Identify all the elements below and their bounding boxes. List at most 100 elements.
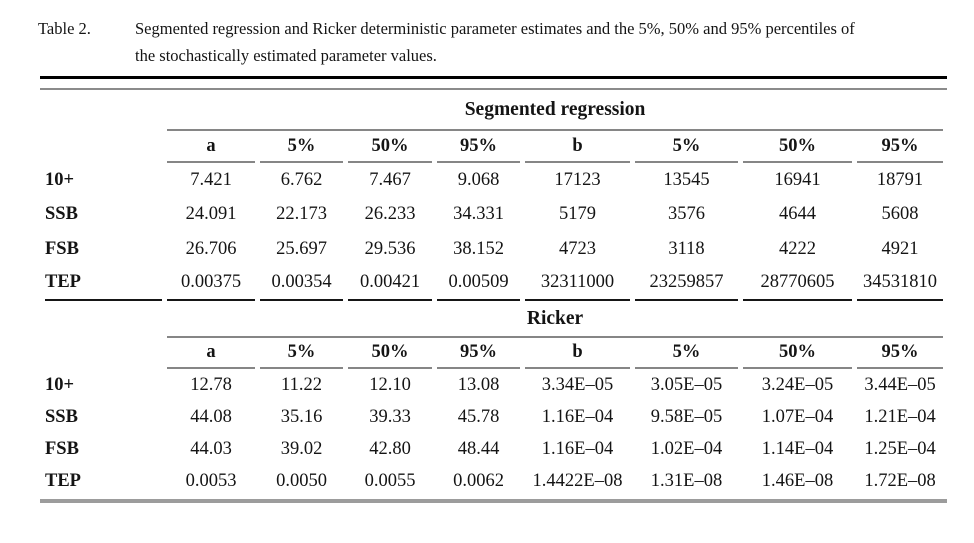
data-cell: 3.44E–05	[864, 374, 936, 395]
data-cell: 0.00354	[260, 267, 343, 301]
ricker-table: Ricker a 5% 50% 95% b 5% 50% 95% 10+ 12.…	[40, 301, 948, 497]
column-header: 95%	[437, 338, 520, 369]
table-row: FSB 44.03 39.02 42.80 48.44 1.16E–04 1.0…	[45, 433, 943, 465]
data-cell: 0.0053	[185, 470, 237, 491]
row-label: TEP	[45, 470, 81, 491]
column-header: a	[167, 338, 255, 369]
data-cell: 35.16	[280, 406, 323, 427]
data-cell: 9.068	[457, 169, 500, 190]
data-cell: 44.08	[190, 406, 232, 427]
data-cell: 3576	[668, 204, 705, 225]
table-row: SSB 44.08 35.16 39.33 45.78 1.16E–04 9.5…	[45, 401, 943, 433]
table-row: FSB 26.706 25.697 29.536 38.152 4723 311…	[45, 232, 943, 267]
empty-corner-cell	[45, 90, 162, 131]
data-cell: 1.21E–04	[864, 406, 936, 427]
section-title-ricker: Ricker	[167, 301, 944, 338]
column-header: 5%	[635, 131, 738, 163]
table-row: TEP 0.00375 0.00354 0.00421 0.00509 3231…	[45, 267, 944, 301]
data-cell: 7.421	[190, 169, 232, 190]
data-cell: 13545	[663, 169, 710, 190]
section-title-segmented-regression: Segmented regression	[167, 90, 944, 131]
data-cell: 0.0062	[453, 470, 504, 491]
data-cell: 1.25E–04	[864, 438, 936, 459]
data-cell: 4921	[881, 238, 919, 259]
column-header: 5%	[260, 338, 343, 369]
column-header: 95%	[857, 338, 944, 369]
row-label: FSB	[45, 238, 79, 259]
row-label: TEP	[45, 267, 162, 301]
data-cell: 3.05E–05	[650, 374, 723, 395]
row-label: 10+	[45, 374, 75, 395]
data-cell: 3.24E–05	[761, 374, 834, 395]
column-header: 95%	[437, 131, 520, 163]
data-cell: 1.07E–04	[761, 406, 834, 427]
data-cell: 29.536	[364, 238, 416, 259]
row-label: SSB	[45, 204, 78, 225]
row-label: 10+	[45, 169, 75, 190]
data-cell: 0.00375	[167, 267, 255, 301]
data-cell: 1.46E–08	[761, 470, 834, 491]
row-label: FSB	[45, 438, 79, 459]
data-cell: 44.03	[190, 438, 232, 459]
data-cell: 1.16E–04	[541, 438, 614, 459]
data-cell: 13.08	[457, 374, 500, 395]
data-cell: 17123	[554, 169, 601, 190]
data-cell: 3.34E–05	[541, 374, 614, 395]
data-cell: 0.00509	[437, 267, 520, 301]
column-header: b	[525, 131, 630, 163]
table-row: SSB 24.091 22.173 26.233 34.331 5179 357…	[45, 198, 943, 233]
data-cell: 12.10	[369, 374, 411, 395]
data-cell: 16941	[774, 169, 821, 190]
empty-header-cell	[45, 131, 162, 163]
data-cell: 26.706	[185, 238, 237, 259]
data-cell: 5179	[559, 204, 596, 225]
data-cell: 0.0055	[364, 470, 416, 491]
data-cell: 1.16E–04	[541, 406, 614, 427]
data-cell: 11.22	[281, 374, 322, 395]
column-header: 5%	[260, 131, 343, 163]
column-header: a	[167, 131, 255, 163]
data-cell: 23259857	[635, 267, 738, 301]
segmented-regression-table: Segmented regression a 5% 50% 95% b 5% 5…	[40, 90, 948, 301]
row-label: SSB	[45, 406, 78, 427]
data-cell: 48.44	[457, 438, 500, 459]
data-cell: 12.78	[190, 374, 232, 395]
data-cell: 39.33	[369, 406, 411, 427]
data-cell: 26.233	[364, 204, 416, 225]
table-row: TEP 0.0053 0.0050 0.0055 0.0062 1.4422E–…	[45, 465, 943, 497]
data-cell: 1.31E–08	[650, 470, 723, 491]
data-cell: 25.697	[276, 238, 327, 259]
caption-line-2: the stochastically estimated parameter v…	[135, 46, 437, 65]
column-header: 5%	[635, 338, 738, 369]
bottom-gray-rule	[40, 499, 947, 503]
column-header: 50%	[743, 338, 852, 369]
caption-line-1: Segmented regression and Ricker determin…	[135, 19, 855, 38]
data-cell: 42.80	[369, 438, 411, 459]
data-cell: 4723	[559, 238, 596, 259]
data-cell: 1.72E–08	[864, 470, 936, 491]
column-header: 95%	[857, 131, 944, 163]
data-cell: 45.78	[457, 406, 500, 427]
column-header: b	[525, 338, 630, 369]
table-caption-label: Table 2.	[38, 19, 91, 38]
data-cell: 34531810	[857, 267, 944, 301]
data-cell: 32311000	[525, 267, 630, 301]
column-header: 50%	[743, 131, 852, 163]
top-gray-rule	[40, 88, 947, 90]
data-cell: 28770605	[743, 267, 852, 301]
table-row: 10+ 12.78 11.22 12.10 13.08 3.34E–05 3.0…	[45, 369, 943, 401]
data-cell: 38.152	[453, 238, 504, 259]
empty-header-cell	[45, 338, 162, 369]
data-cell: 4222	[779, 238, 816, 259]
data-cell: 1.02E–04	[650, 438, 723, 459]
data-cell: 4644	[779, 204, 816, 225]
table-body: Segmented regression a 5% 50% 95% b 5% 5…	[40, 90, 948, 497]
data-cell: 5608	[881, 204, 919, 225]
column-header: 50%	[348, 131, 432, 163]
data-cell: 1.4422E–08	[532, 470, 623, 491]
data-cell: 18791	[876, 169, 924, 190]
empty-corner-cell	[45, 301, 162, 338]
data-cell: 0.00421	[348, 267, 432, 301]
data-cell: 0.0050	[276, 470, 327, 491]
table-row: 10+ 7.421 6.762 7.467 9.068 17123 13545 …	[45, 163, 943, 198]
